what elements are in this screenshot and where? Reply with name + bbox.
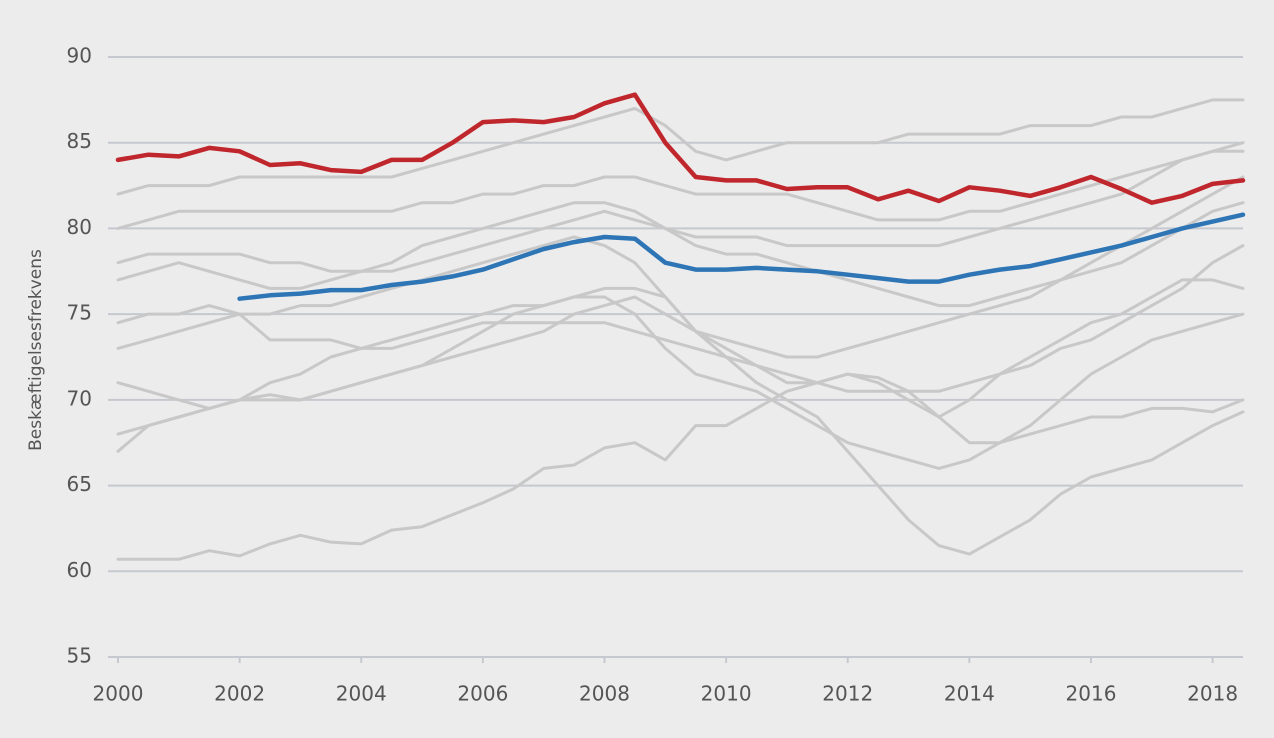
y-tick-label: 65 xyxy=(67,472,92,496)
series-line xyxy=(237,212,1246,301)
x-tick-label: 2002 xyxy=(214,682,265,706)
y-tick-label: 85 xyxy=(67,129,92,153)
y-tick-label: 70 xyxy=(67,386,92,410)
series-line xyxy=(116,141,1245,273)
series-line xyxy=(116,175,1245,436)
x-tick-label: 2010 xyxy=(701,682,752,706)
x-tick-label: 2006 xyxy=(457,682,508,706)
series-line xyxy=(116,98,1245,196)
series-line xyxy=(116,149,1245,230)
x-tick-label: 2008 xyxy=(579,682,630,706)
y-tick-label: 55 xyxy=(67,644,92,668)
series-line xyxy=(116,372,1245,561)
x-tick-label: 2014 xyxy=(944,682,995,706)
x-tick-label: 2012 xyxy=(822,682,873,706)
y-tick-label: 75 xyxy=(67,301,92,325)
x-tick-label: 2016 xyxy=(1066,682,1117,706)
series-line xyxy=(116,235,1245,419)
series-line xyxy=(116,295,1245,470)
x-tick-label: 2004 xyxy=(336,682,387,706)
y-tick-label: 90 xyxy=(67,44,92,68)
series-line xyxy=(116,244,1245,393)
x-tick-label: 2000 xyxy=(93,682,144,706)
y-tick-label: 60 xyxy=(67,558,92,582)
y-tick-label: 80 xyxy=(67,215,92,239)
series-line xyxy=(115,92,1246,205)
y-axis-label: Beskæftigelsesfrekvens xyxy=(26,249,46,451)
x-tick-label: 2018 xyxy=(1187,682,1238,706)
